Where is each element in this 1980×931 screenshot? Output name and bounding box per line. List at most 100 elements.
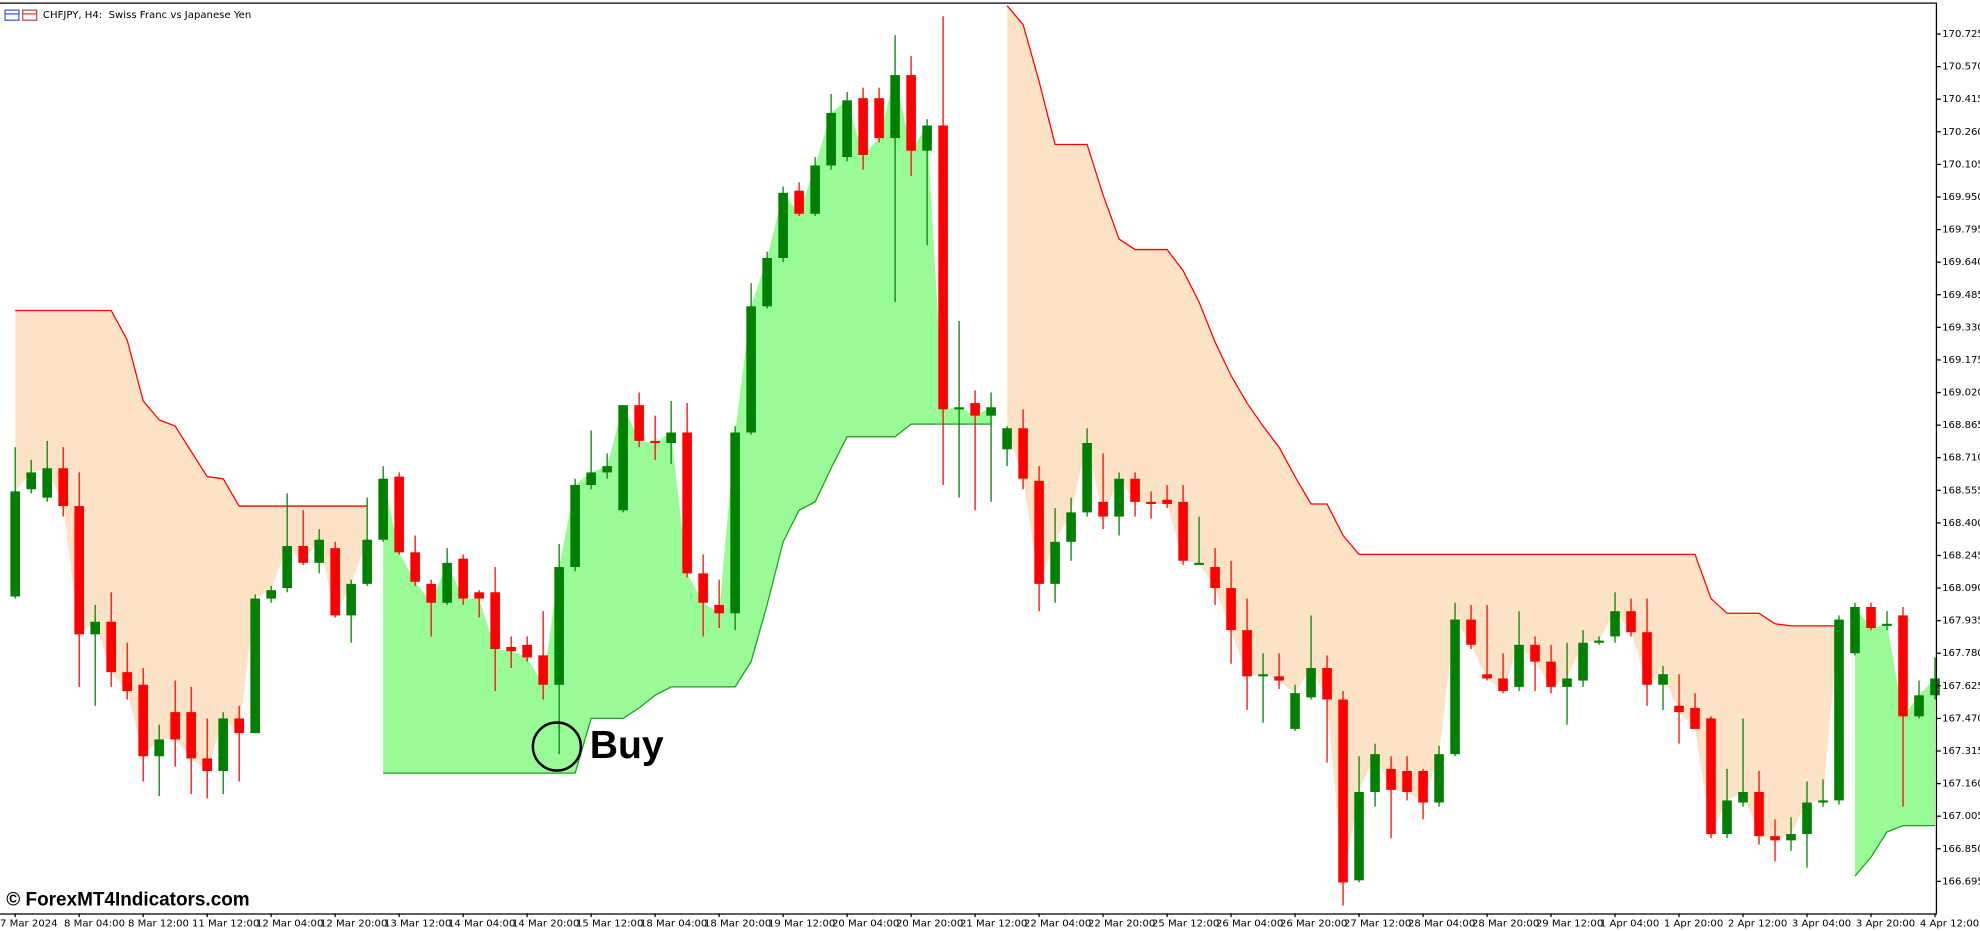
candle-body xyxy=(1466,619,1476,645)
candle-body xyxy=(1546,661,1556,687)
candle-body xyxy=(1402,770,1412,793)
plot-area xyxy=(10,5,1940,906)
x-tick-label: 27 Mar 12:00 xyxy=(1344,918,1411,929)
candle-body xyxy=(426,583,436,603)
y-tick-label: 167.470 xyxy=(1942,713,1980,724)
y-tick-label: 167.315 xyxy=(1942,746,1980,757)
candle-body xyxy=(858,98,868,155)
candle-body xyxy=(154,739,164,757)
candle-body xyxy=(1386,768,1396,790)
y-tick-label: 169.640 xyxy=(1942,257,1980,268)
x-tick-label: 18 Mar 04:00 xyxy=(640,918,707,929)
candle-body xyxy=(410,552,420,582)
candle-body xyxy=(1562,678,1572,687)
candle-body xyxy=(138,684,148,757)
y-tick-label: 169.485 xyxy=(1942,290,1980,301)
support-line xyxy=(383,423,992,774)
candle-body xyxy=(474,592,484,599)
x-tick-label: 3 Apr 04:00 xyxy=(1792,918,1851,929)
y-tick-label: 168.400 xyxy=(1942,518,1980,529)
support-line xyxy=(1854,825,1936,877)
candle-body xyxy=(954,407,964,410)
support-fill xyxy=(383,75,992,774)
candle-body xyxy=(778,192,788,258)
candle-body xyxy=(1642,632,1652,685)
candle-body xyxy=(1162,499,1172,504)
y-tick-label: 168.090 xyxy=(1942,583,1980,594)
candle-body xyxy=(1210,567,1220,589)
y-tick-label: 167.780 xyxy=(1942,648,1980,659)
candle-body xyxy=(1786,834,1796,841)
candle-body xyxy=(1914,695,1924,717)
candle-body xyxy=(1818,800,1828,803)
candle-body xyxy=(1530,644,1540,662)
candle-body xyxy=(1114,478,1124,517)
chart-title: CHFJPY, H4: Swiss Franc vs Japanese Yen xyxy=(43,10,251,21)
candle-body xyxy=(458,558,468,599)
candle-body xyxy=(1498,678,1508,692)
x-tick-label: 18 Mar 20:00 xyxy=(704,918,771,929)
candle-body xyxy=(506,646,516,652)
candle-body xyxy=(282,546,292,589)
candle-body xyxy=(1082,442,1092,513)
resistance-fill xyxy=(15,310,368,771)
x-tick-label: 12 Mar 20:00 xyxy=(320,918,387,929)
x-tick-label: 4 Apr 12:00 xyxy=(1920,918,1979,929)
candle-body xyxy=(1802,802,1812,835)
candle-body xyxy=(218,718,228,771)
x-tick-label: 1 Apr 04:00 xyxy=(1600,918,1659,929)
y-tick-label: 170.415 xyxy=(1942,94,1980,105)
candle-body xyxy=(1338,699,1348,883)
candle-body xyxy=(1626,611,1636,633)
x-tick-label: 21 Mar 12:00 xyxy=(960,918,1027,929)
candle-body xyxy=(330,548,340,616)
candle-body xyxy=(906,75,916,151)
buy-label: Buy xyxy=(590,724,664,767)
y-tick-label: 170.570 xyxy=(1942,62,1980,73)
candle-body xyxy=(314,539,324,563)
candle-body xyxy=(1034,480,1044,584)
x-tick-label: 22 Mar 20:00 xyxy=(1088,918,1155,929)
candle-body xyxy=(970,403,980,416)
candle-body xyxy=(634,405,644,441)
x-tick-label: 14 Mar 04:00 xyxy=(448,918,515,929)
candle-body xyxy=(1226,588,1236,631)
candle-body xyxy=(1290,693,1300,729)
candle-body xyxy=(1706,718,1716,835)
candle-body xyxy=(762,257,772,307)
y-tick-label: 167.160 xyxy=(1942,779,1980,790)
candle-body xyxy=(1578,642,1588,681)
candle-body xyxy=(522,644,532,658)
candle-body xyxy=(874,98,884,139)
candle-body xyxy=(1178,501,1188,561)
candle-body xyxy=(1434,754,1444,803)
candle-body xyxy=(490,592,500,650)
y-tick-label: 167.935 xyxy=(1942,616,1980,627)
y-tick-label: 169.795 xyxy=(1942,225,1980,236)
x-tick-label: 22 Mar 04:00 xyxy=(1024,918,1091,929)
candle-body xyxy=(794,190,804,214)
candle-body xyxy=(1514,644,1524,687)
candle-body xyxy=(1130,478,1140,502)
y-tick-label: 170.725 xyxy=(1942,29,1980,40)
candle-body xyxy=(586,472,596,486)
candle-body xyxy=(346,583,356,616)
y-tick-label: 166.695 xyxy=(1942,876,1980,887)
resistance-line xyxy=(15,309,368,507)
y-tick-label: 168.865 xyxy=(1942,420,1980,431)
y-tick-label: 169.020 xyxy=(1942,388,1980,399)
x-tick-label: 15 Mar 12:00 xyxy=(576,918,643,929)
y-tick-label: 168.710 xyxy=(1942,453,1980,464)
candle-body xyxy=(1482,674,1492,679)
candle-body xyxy=(74,506,84,635)
candle-body xyxy=(1274,676,1284,681)
candle-body xyxy=(986,407,996,416)
candle-body xyxy=(394,476,404,553)
support-fill xyxy=(1855,606,1936,877)
x-tick-label: 14 Mar 20:00 xyxy=(512,918,579,929)
buy-marker xyxy=(531,721,583,772)
y-tick-label: 167.005 xyxy=(1942,811,1980,822)
candle-body xyxy=(1050,541,1060,584)
